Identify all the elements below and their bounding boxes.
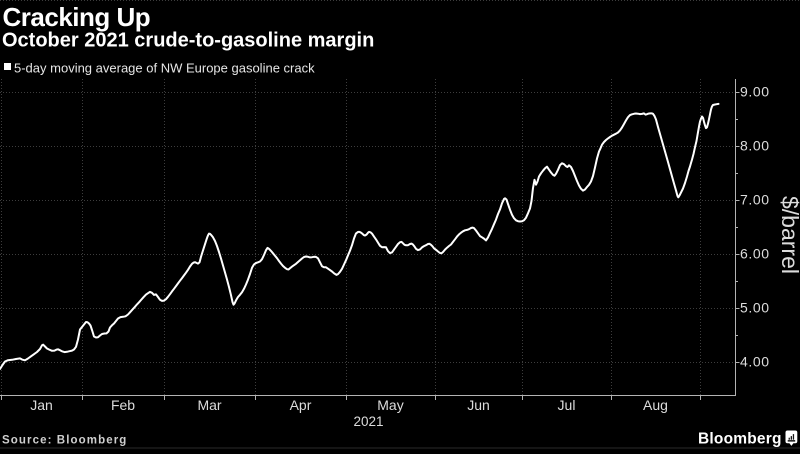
- svg-text:May: May: [377, 397, 403, 413]
- svg-text:Apr: Apr: [290, 397, 312, 413]
- svg-text:2021: 2021: [353, 414, 383, 429]
- svg-text:9.00: 9.00: [740, 84, 770, 100]
- svg-text:Feb: Feb: [111, 397, 135, 413]
- svg-text:5-day moving average of NW Eur: 5-day moving average of NW Europe gasoli…: [14, 61, 315, 76]
- svg-text:Mar: Mar: [197, 397, 221, 413]
- svg-text:Jul: Jul: [558, 397, 576, 413]
- svg-text:4.00: 4.00: [740, 354, 770, 370]
- svg-text:Jun: Jun: [467, 397, 490, 413]
- svg-text:Source: Bloomberg: Source: Bloomberg: [2, 435, 127, 447]
- svg-text:Aug: Aug: [643, 397, 668, 413]
- svg-text:October 2021 crude-to-gasoline: October 2021 crude-to-gasoline margin: [2, 30, 374, 52]
- svg-text:5.00: 5.00: [740, 300, 770, 316]
- svg-text:Cracking Up: Cracking Up: [3, 2, 151, 32]
- svg-text:6.00: 6.00: [740, 246, 770, 262]
- svg-text:8.00: 8.00: [740, 138, 770, 154]
- svg-text:7.00: 7.00: [740, 192, 770, 208]
- svg-text:Bloomberg: Bloomberg: [698, 431, 782, 448]
- svg-text:Jan: Jan: [30, 397, 53, 413]
- svg-text:$/barrel: $/barrel: [777, 196, 800, 274]
